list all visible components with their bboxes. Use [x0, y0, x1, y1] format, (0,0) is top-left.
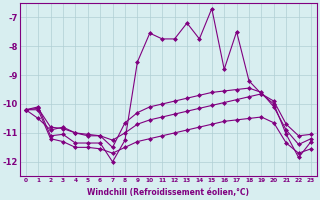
- X-axis label: Windchill (Refroidissement éolien,°C): Windchill (Refroidissement éolien,°C): [87, 188, 249, 197]
